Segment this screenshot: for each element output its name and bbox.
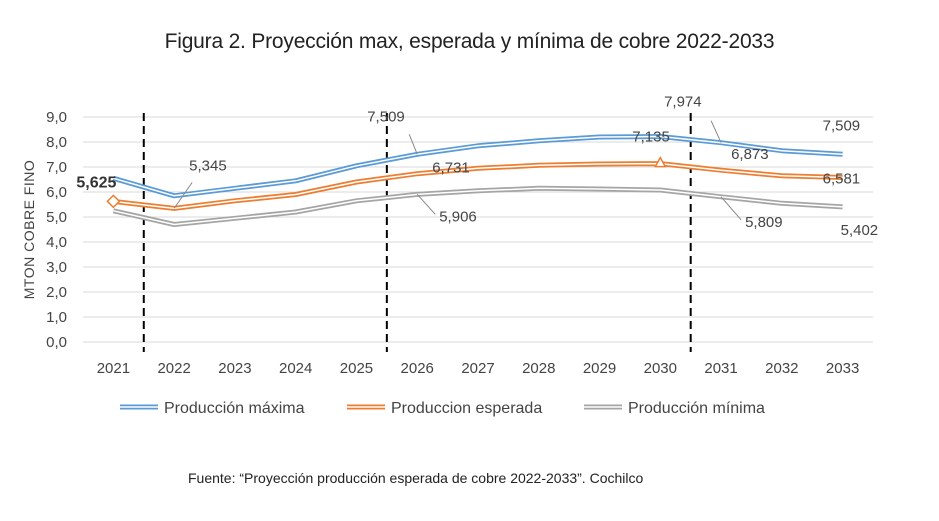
x-tick-label: 2029: [583, 360, 616, 377]
data-label: 5,402: [841, 222, 879, 239]
data-label: 5,906: [439, 208, 477, 225]
x-tick-label: 2021: [97, 360, 130, 377]
y-tick-label: 6,0: [46, 184, 67, 201]
x-tick-label: 2028: [522, 360, 555, 377]
data-label-leader: [408, 134, 418, 155]
data-label-leader: [416, 194, 436, 215]
data-label: 7,135: [632, 129, 670, 146]
point-marker-diamond: [106, 194, 121, 209]
data-label: 7,974: [664, 94, 702, 111]
legend-label: Producción máxima: [164, 400, 305, 417]
data-label: 7,509: [367, 108, 405, 125]
y-tick-label: 4,0: [46, 234, 67, 251]
y-tick-label: 7,0: [46, 159, 67, 176]
x-tick-label: 2032: [765, 360, 798, 377]
data-label: 7,509: [823, 117, 861, 134]
x-tick-label: 2023: [218, 360, 251, 377]
data-label-leader: [720, 196, 742, 221]
legend-label: Produccion esperada: [391, 400, 542, 417]
chart-title: Figura 2. Proyección max, esperada y mín…: [164, 30, 775, 53]
data-label: 6,873: [731, 146, 769, 163]
x-tick-label: 2024: [279, 360, 312, 377]
x-tick-label: 2026: [401, 360, 434, 377]
y-tick-label: 8,0: [46, 134, 67, 151]
data-label: 5,345: [189, 157, 227, 174]
y-tick-label: 3,0: [46, 259, 67, 276]
series-line-inner-1: [113, 162, 843, 210]
x-tick-label: 2022: [157, 360, 190, 377]
data-label: 5,625: [76, 174, 116, 191]
data-label: 6,581: [823, 170, 861, 187]
series-line-inner-2: [113, 187, 843, 226]
y-tick-label: 9,0: [46, 109, 67, 126]
legend-label: Producción mínima: [628, 400, 765, 417]
data-label-leader: [173, 182, 193, 209]
y-tick-label: 1,0: [46, 309, 67, 326]
series-line-inner-0: [113, 135, 843, 197]
y-axis-label: MTON COBRE FINO: [21, 160, 37, 299]
x-tick-label: 2030: [644, 360, 677, 377]
data-label-leader: [710, 120, 722, 143]
data-label: 6,731: [432, 160, 470, 177]
x-tick-label: 2031: [704, 360, 737, 377]
x-tick-label: 2033: [826, 360, 859, 377]
y-tick-label: 0,0: [46, 334, 67, 351]
source-note: Fuente: “Proyección producción esperada …: [188, 470, 644, 486]
data-label: 5,809: [745, 214, 783, 231]
x-tick-label: 2027: [461, 360, 494, 377]
point-marker-triangle: [654, 156, 667, 168]
y-tick-label: 2,0: [46, 284, 67, 301]
y-tick-label: 5,0: [46, 209, 67, 226]
x-tick-label: 2025: [340, 360, 373, 377]
